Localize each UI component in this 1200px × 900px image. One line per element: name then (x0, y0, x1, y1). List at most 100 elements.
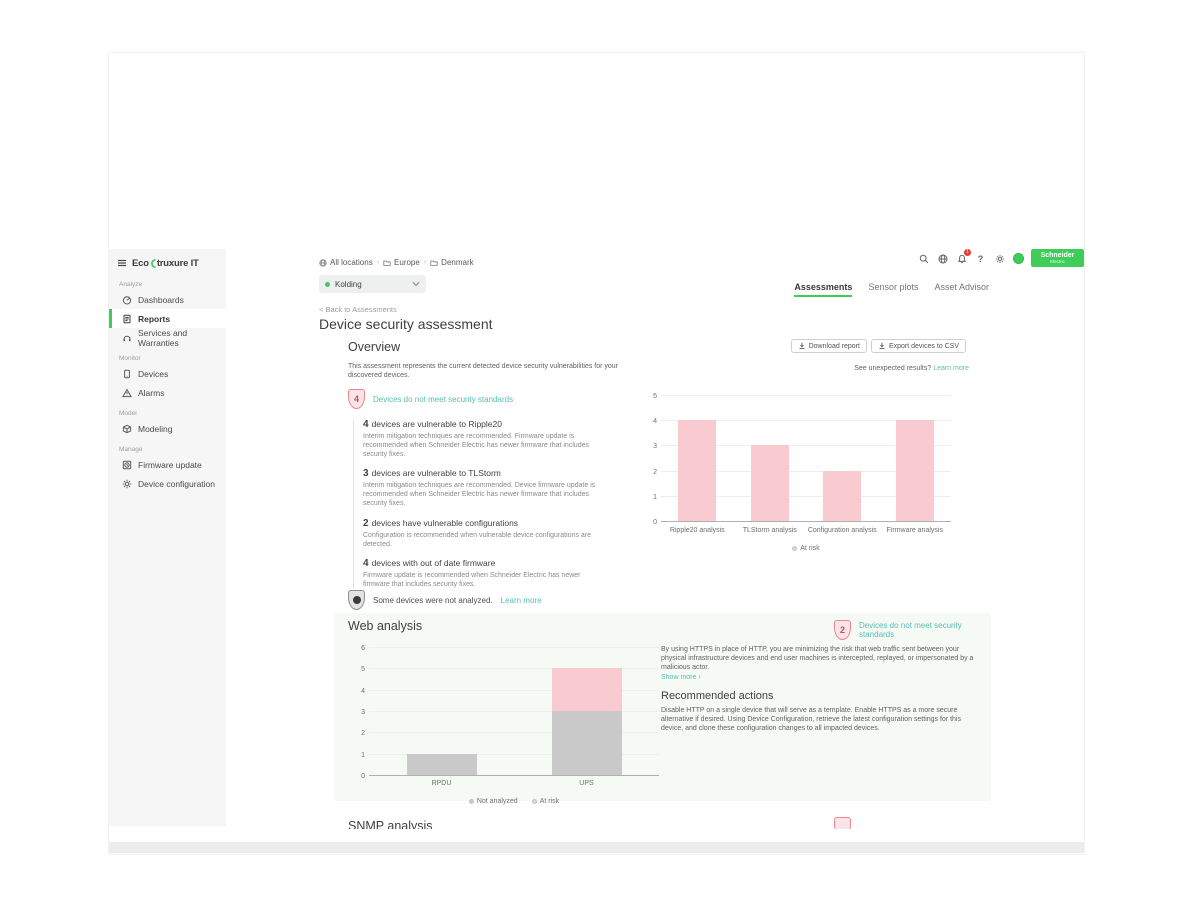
sidebar-section-label: Model (119, 410, 137, 417)
y-axis-tick: 4 (653, 418, 657, 426)
bar-slot (734, 396, 807, 521)
help-icon[interactable]: ? (977, 253, 984, 264)
sidebar-section-label: Monitor (119, 355, 141, 362)
back-to-assessments-link[interactable]: < Back to Assessments (319, 305, 397, 314)
sidebar-item-services-and-warranties[interactable]: Services and Warranties (109, 328, 226, 348)
ecostruxure-loop-icon (150, 258, 156, 268)
y-axis-tick: 5 (653, 393, 657, 400)
legend-item: At risk (792, 545, 820, 552)
sidebar-item-reports[interactable]: Reports (109, 309, 226, 328)
legend-label: Not analyzed (476, 798, 518, 805)
reports-icon (122, 314, 132, 324)
sidebar-item-modeling[interactable]: Modeling (109, 419, 226, 438)
folder-icon (383, 260, 391, 266)
download-icon (799, 342, 805, 350)
learn-more-link[interactable]: Learn more (500, 595, 542, 605)
sidebar-item-label: Devices (138, 368, 169, 379)
notifications-bell-icon[interactable]: 1 (956, 249, 971, 264)
sidebar-item-label: Device configuration (138, 478, 216, 489)
location-selector[interactable]: Kolding (319, 275, 426, 293)
main-content: All locations › Europe › Denmark (226, 249, 1084, 829)
menu-icon[interactable] (117, 258, 127, 268)
globe-icon (319, 258, 327, 267)
breadcrumb-separator: › (423, 259, 427, 266)
sidebar-item-firmware-update[interactable]: Firmware update (109, 455, 226, 474)
bar-slot (806, 396, 879, 521)
bar (750, 445, 789, 521)
breadcrumb: All locations › Europe › Denmark (319, 258, 474, 267)
settings-gear-icon[interactable] (994, 253, 1005, 264)
web-analysis-chart: 0 1 2 3 4 5 6 RPDU UPS Not analyzed At risk (353, 645, 665, 818)
sidebar-item-label: Dashboards (138, 294, 184, 305)
bar (406, 753, 477, 775)
show-more-link[interactable]: Show more › (661, 674, 701, 682)
not-analyzed-note: Some devices were not analyzed. Learn mo… (348, 590, 542, 610)
bar-segment (678, 420, 717, 521)
sidebar-item-alarms[interactable]: Alarms (109, 383, 226, 402)
bar-slot (661, 396, 734, 521)
breadcrumb-europe[interactable]: Europe (383, 258, 420, 267)
overview-heading: Overview (348, 340, 401, 354)
x-axis-label: TLStorm analysis (742, 527, 797, 534)
services-icon (122, 333, 132, 343)
recommended-actions-heading: Recommended actions (661, 690, 774, 703)
dashboards-icon (122, 295, 132, 305)
gridline (369, 753, 659, 755)
risk-badge-label: Devices do not meet security standards (859, 621, 962, 639)
not-analyzed-shield-icon (348, 590, 365, 610)
export-devices-csv-button[interactable]: Export devices to CSV (870, 339, 966, 353)
overview-description: This assessment represents the current d… (348, 363, 619, 380)
device-configuration-icon (122, 479, 132, 489)
list-item: 4 devices with out of date firmware Firmw… (363, 557, 581, 588)
learn-more-link[interactable]: Learn more (933, 365, 969, 372)
top-icon-bar: 1 ? (918, 249, 1024, 264)
folder-icon (430, 260, 438, 266)
y-axis-tick: 0 (361, 773, 365, 780)
gridline (369, 711, 659, 712)
search-icon[interactable] (918, 253, 929, 264)
sidebar-item-label: Reports (138, 313, 171, 324)
breadcrumb-denmark[interactable]: Denmark (430, 258, 474, 267)
bar-slot (369, 648, 514, 775)
status-dot (325, 281, 330, 287)
gridline (369, 668, 659, 670)
list-item: 4 devices are vulnerable to Ripple20 Inte… (363, 419, 590, 459)
window-bottom-strip (109, 842, 1084, 853)
list-item: 3 devices are vulnerable to TLStorm Inter… (363, 468, 596, 508)
risk-count-badge: 2 (834, 620, 851, 640)
bar-segment (895, 420, 934, 521)
vulnerability-list: 4 devices are vulnerable to Ripple20 Inte… (353, 419, 653, 589)
sidebar-item-label: Alarms (138, 387, 165, 398)
download-report-button[interactable]: Download report (790, 339, 867, 353)
tab-assessments[interactable]: Assessments (794, 282, 853, 297)
tab-sensor-plots[interactable]: Sensor plots (868, 282, 919, 292)
app-window: Eco truxure IT Analyze Dashboards Report… (109, 249, 1084, 829)
legend-item: At risk (531, 798, 559, 805)
gridline (661, 470, 951, 472)
legend-item: Not analyzed (468, 798, 518, 805)
logo-prefix: Eco (132, 257, 149, 269)
y-axis-tick: 3 (361, 709, 365, 716)
bar-slot (514, 648, 659, 775)
gridline (661, 445, 951, 447)
overview-chart: 0 1 2 3 4 5 Ripple20 analysis TLStorm analysis… (645, 393, 957, 561)
x-axis-label: UPS (579, 780, 594, 787)
tab-bar: Assessments Sensor plots Asset Advisor (794, 282, 989, 297)
sidebar-item-devices[interactable]: Devices (109, 364, 226, 383)
globe-icon[interactable] (937, 253, 948, 264)
tab-asset-advisor[interactable]: Asset Advisor (934, 282, 989, 292)
legend-dot (792, 546, 798, 551)
sidebar-item-dashboards[interactable]: Dashboards (109, 290, 226, 309)
y-axis-tick: 4 (361, 687, 365, 695)
risk-badge-label: Devices do not meet security standards (373, 394, 514, 404)
download-icon (879, 342, 885, 350)
report-actions: Download report Export devices to CSV (790, 339, 966, 353)
web-analysis-heading: Web analysis (348, 619, 423, 633)
sidebar: Eco truxure IT Analyze Dashboards Report… (109, 249, 226, 826)
sidebar-item-device-configuration[interactable]: Device configuration (109, 474, 226, 493)
breadcrumb-all-locations[interactable]: All locations (319, 258, 373, 267)
user-avatar[interactable] (1013, 253, 1024, 264)
gridline (369, 689, 659, 691)
alarms-icon (122, 388, 132, 398)
bars-area (661, 396, 951, 521)
